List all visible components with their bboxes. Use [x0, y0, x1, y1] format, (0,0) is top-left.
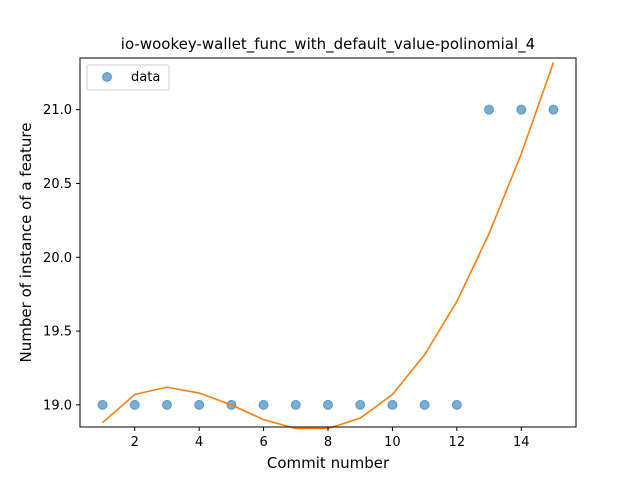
plot-area: [97, 62, 559, 430]
data-point: [387, 399, 398, 410]
legend: data: [86, 64, 170, 91]
x-axis-label: Commit number: [267, 454, 390, 472]
y-tick-label: 19.5: [43, 325, 72, 340]
y-tick-label: 21.0: [43, 103, 72, 118]
data-point: [548, 104, 559, 115]
chart-title: io-wookey-wallet_func_with_default_value…: [121, 35, 535, 54]
x-tick-label: 4: [195, 435, 203, 450]
legend-label-data: data: [131, 70, 160, 85]
plot-frame: [79, 57, 577, 428]
x-tick-label: 2: [131, 435, 139, 450]
x-axis: 2 4 6 8 10 12 14: [131, 427, 530, 450]
data-point: [258, 399, 269, 410]
fit-line: [102, 62, 555, 430]
x-tick-label: 8: [324, 435, 332, 450]
data-point: [194, 399, 205, 410]
data-point: [419, 399, 430, 410]
legend-box: [86, 64, 170, 91]
data-point: [161, 399, 172, 410]
y-tick-label: 19.0: [43, 398, 72, 413]
data-point: [355, 399, 366, 410]
data-point: [97, 399, 108, 410]
x-tick-label: 14: [513, 435, 530, 450]
y-tick-label: 20.0: [43, 251, 72, 266]
data-point: [516, 104, 527, 115]
x-tick-label: 12: [449, 435, 466, 450]
data-point: [129, 399, 140, 410]
legend-marker: [102, 72, 112, 82]
data-point: [451, 399, 462, 410]
x-tick-label: 6: [259, 435, 267, 450]
y-tick-label: 20.5: [43, 177, 72, 192]
x-tick-label: 10: [384, 435, 401, 450]
y-axis: 19.0 19.5 20.0 20.5 21.0: [43, 103, 80, 413]
data-point: [484, 104, 495, 115]
y-axis-label: Number of instance of a feature: [17, 123, 35, 363]
data-point: [290, 399, 301, 410]
data-point: [323, 399, 333, 410]
